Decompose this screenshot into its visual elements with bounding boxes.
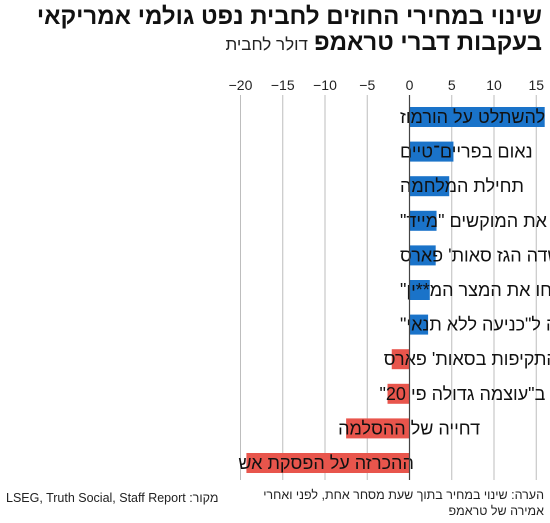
chart-title-line1: שינוי במחירי החוזים לחבית נפט גולמי אמרי…: [36, 3, 542, 30]
bar: [409, 141, 454, 162]
x-tick-label: 5: [448, 77, 456, 93]
bar: [346, 418, 410, 439]
chart-title-line2: בעקבות דברי טראמפ: [313, 29, 542, 56]
category-label: עשויים להשתלט על הורמוז: [400, 107, 550, 127]
bar: [409, 210, 437, 231]
category-label: השהיית התקיפות בסאות' פארס: [384, 349, 550, 369]
category-label: איום על שדה הגז סאות' פארס: [400, 245, 550, 265]
bar: [409, 314, 429, 335]
x-tick-label: −10: [313, 77, 337, 93]
x-tick-label: 15: [528, 77, 544, 93]
x-tick-label: −5: [359, 77, 375, 93]
bar: [246, 453, 410, 473]
category-label: נאום בפריים־טיים: [400, 142, 533, 162]
title-line2: בעקבות דברי טראמפ דולר לחבית: [2, 30, 542, 56]
bar: [391, 349, 410, 370]
category-label: יש לסלק את המוקשים "מייד": [400, 211, 550, 231]
x-tick-label: −20: [229, 77, 253, 93]
x-tick-label: 10: [486, 77, 502, 93]
category-label: תחילת המלחמה: [400, 176, 524, 196]
category-label: ההכרזה על הפסקת אש: [238, 453, 413, 473]
category-label: דרישה ל"כניעה ללא תנאי": [400, 315, 550, 335]
chart-subtitle: דולר לחבית: [225, 35, 308, 54]
bar: [409, 280, 430, 300]
x-tick-label: −15: [271, 77, 295, 93]
x-tick-label: 0: [406, 77, 414, 93]
bar: [409, 245, 436, 266]
category-label: "פתחו את המצר המ**ין": [400, 280, 550, 300]
bar: [409, 176, 450, 197]
source-note: מקור: LSEG, Truth Social, Staff Report: [6, 491, 219, 505]
title-block: שינוי במחירי החוזים לחבית נפט גולמי אמרי…: [2, 4, 542, 56]
bar: [387, 383, 410, 404]
footnote: הערה: שינוי במחיר בתוך שעת מסחר אחת, לפנ…: [263, 488, 544, 518]
bar: [409, 107, 545, 127]
category-label: עשוי להכות ב"עוצמה גדולה פי 20": [380, 384, 550, 404]
